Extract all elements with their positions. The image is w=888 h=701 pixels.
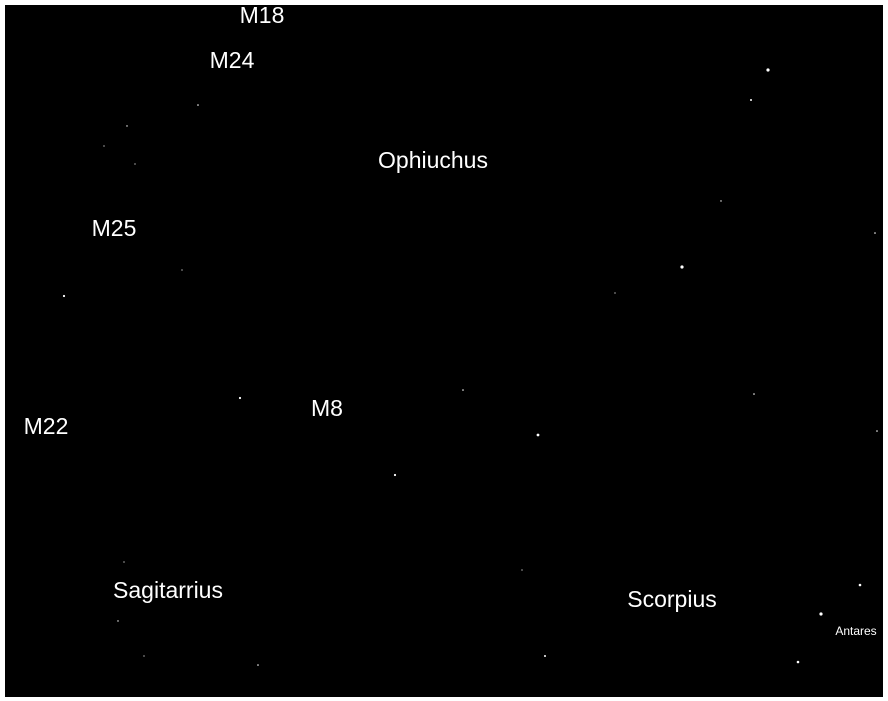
star — [62, 294, 66, 298]
star — [819, 612, 823, 616]
star — [257, 664, 259, 666]
star — [197, 104, 199, 106]
star — [126, 125, 128, 127]
star — [462, 389, 464, 391]
star — [393, 473, 397, 477]
sky — [5, 5, 883, 697]
star — [117, 620, 119, 622]
object-label: M18 — [240, 2, 285, 28]
object-label: M25 — [92, 215, 137, 241]
star — [614, 292, 616, 294]
star — [750, 99, 752, 101]
constellation-label: Ophiuchus — [378, 147, 488, 173]
constellation-label: Scorpius — [627, 586, 716, 612]
star — [143, 655, 145, 657]
star — [536, 433, 540, 437]
star — [680, 265, 684, 269]
star — [796, 660, 800, 664]
stars — [62, 68, 878, 666]
star — [238, 396, 242, 400]
star — [720, 200, 722, 202]
star — [103, 145, 105, 147]
star — [134, 163, 136, 165]
object-label: M24 — [210, 47, 255, 73]
constellation-label: Sagitarrius — [113, 577, 223, 603]
star — [874, 232, 876, 234]
star — [123, 561, 125, 563]
star — [521, 569, 523, 571]
star-label: Antares — [835, 624, 876, 638]
star — [753, 393, 755, 395]
star — [766, 68, 770, 72]
object-label: M8 — [311, 395, 343, 421]
star — [858, 583, 862, 587]
star — [181, 269, 183, 271]
star — [876, 430, 878, 432]
star — [544, 655, 546, 657]
object-label: M22 — [24, 413, 69, 439]
